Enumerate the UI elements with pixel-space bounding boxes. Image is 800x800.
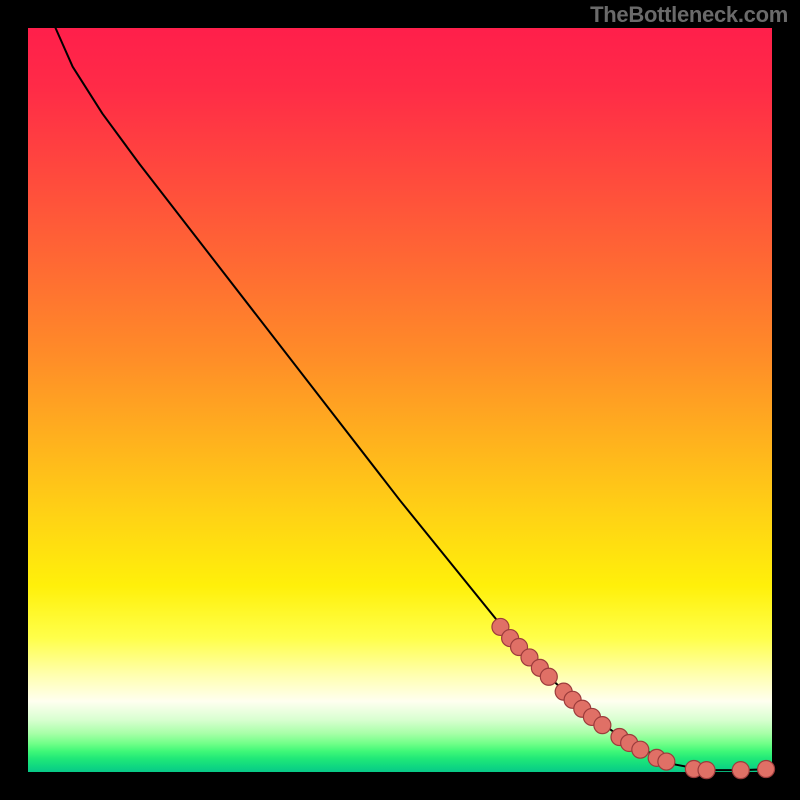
marker-point (698, 762, 715, 779)
marker-point (658, 753, 675, 770)
marker-point (594, 717, 611, 734)
marker-point (732, 762, 749, 779)
marker-point (758, 761, 775, 778)
watermark-label: TheBottleneck.com (590, 2, 788, 28)
chart-canvas (0, 0, 800, 800)
marker-point (540, 668, 557, 685)
marker-point (632, 741, 649, 758)
plot-background (28, 28, 772, 772)
bottleneck-chart: TheBottleneck.com (0, 0, 800, 800)
